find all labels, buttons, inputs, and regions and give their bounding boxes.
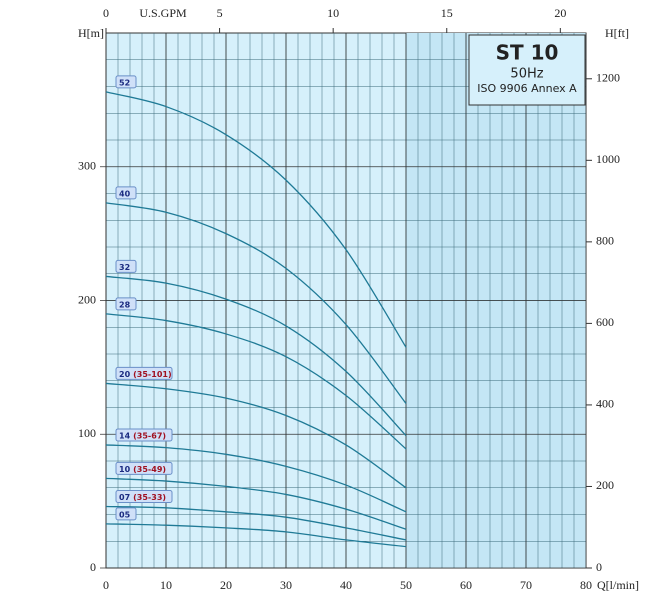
curve-label-box xyxy=(115,507,137,521)
y2-tick-label: 1200 xyxy=(596,71,620,85)
x-tick-label: 40 xyxy=(340,578,352,592)
curve-label: 52 xyxy=(119,78,130,87)
x-tick-label: 70 xyxy=(520,578,532,592)
curve xyxy=(105,313,407,450)
curve-label: 05 xyxy=(119,510,131,519)
curve-label-box xyxy=(115,297,137,311)
x2-axis-label: U.S.GPM xyxy=(139,6,187,20)
curve-range: (35-33) xyxy=(133,492,166,501)
x2-tick-label: 20 xyxy=(554,6,566,20)
curve-name: 20 xyxy=(119,369,131,378)
curve xyxy=(105,91,407,348)
curve xyxy=(105,275,407,437)
curve-range: (35-49) xyxy=(133,464,166,473)
x2-tick-label: 5 xyxy=(217,6,223,20)
grid xyxy=(100,33,587,569)
curve-label-box xyxy=(115,186,137,200)
curve-name: 40 xyxy=(119,189,131,198)
y2-tick-label: 0 xyxy=(596,560,602,574)
curve-label-box xyxy=(115,489,173,503)
curve-range: (35-67) xyxy=(133,431,166,440)
x-tick-label: 80 xyxy=(580,578,592,592)
y2-tick-label: 800 xyxy=(596,234,614,248)
curve-name: 32 xyxy=(119,262,130,271)
y2-tick-label: 200 xyxy=(596,478,614,492)
curve-label-box xyxy=(115,428,173,442)
y2-tick-label: 1000 xyxy=(596,152,620,166)
curve-label: 40 xyxy=(119,189,131,198)
curve xyxy=(105,202,407,404)
y-axis-label: H[m] xyxy=(78,26,104,40)
y2-axis-label: H[ft] xyxy=(605,26,629,40)
curve xyxy=(105,444,407,513)
x-tick-label: 0 xyxy=(103,578,109,592)
y-tick-label: 200 xyxy=(78,292,96,306)
curve-label-box xyxy=(115,259,137,273)
curve-label-box xyxy=(115,75,137,89)
curve-label: 28 xyxy=(119,300,131,309)
x-tick-label: 50 xyxy=(400,578,412,592)
y-tick-label: 300 xyxy=(78,159,96,173)
x2-tick-label: 10 xyxy=(327,6,339,20)
y2-tick-label: 400 xyxy=(596,397,614,411)
curve-range: (35-101) xyxy=(133,369,171,378)
title: ST 10 xyxy=(496,41,559,65)
x2-tick-label: 15 xyxy=(441,6,453,20)
x-tick-label: 20 xyxy=(220,578,232,592)
info-box xyxy=(468,34,586,106)
curve-name: 10 xyxy=(119,464,131,473)
curve-label: 10 (35-49) xyxy=(119,464,166,473)
y2-tick-label: 600 xyxy=(596,315,614,329)
curve-name: 05 xyxy=(119,510,131,519)
curve-name: 28 xyxy=(119,300,131,309)
standard: ISO 9906 Annex A xyxy=(477,82,577,95)
curve xyxy=(105,505,407,541)
curve-label: 32 xyxy=(119,262,130,271)
curve-label: 07 (35-33) xyxy=(119,492,166,501)
x-axis-label: Q[l/min] xyxy=(597,578,639,592)
curve-name: 52 xyxy=(119,78,130,87)
x-tick-label: 10 xyxy=(160,578,172,592)
curve-label-box xyxy=(115,461,173,475)
y-tick-label: 100 xyxy=(78,426,96,440)
curve-label: 20 (35-101) xyxy=(119,369,172,378)
subtitle: 50Hz xyxy=(510,67,543,82)
x-tick-label: 30 xyxy=(280,578,292,592)
curve xyxy=(105,477,407,530)
curve xyxy=(105,382,407,489)
curve-label: 14 (35-67) xyxy=(119,431,166,440)
curve-label-box xyxy=(115,366,173,380)
x2-tick-label: 0 xyxy=(103,6,109,20)
curve-name: 14 xyxy=(119,431,131,440)
curve-name: 07 xyxy=(119,492,130,501)
y-tick-label: 0 xyxy=(90,560,96,574)
curve xyxy=(105,523,407,548)
x-tick-label: 60 xyxy=(460,578,472,592)
